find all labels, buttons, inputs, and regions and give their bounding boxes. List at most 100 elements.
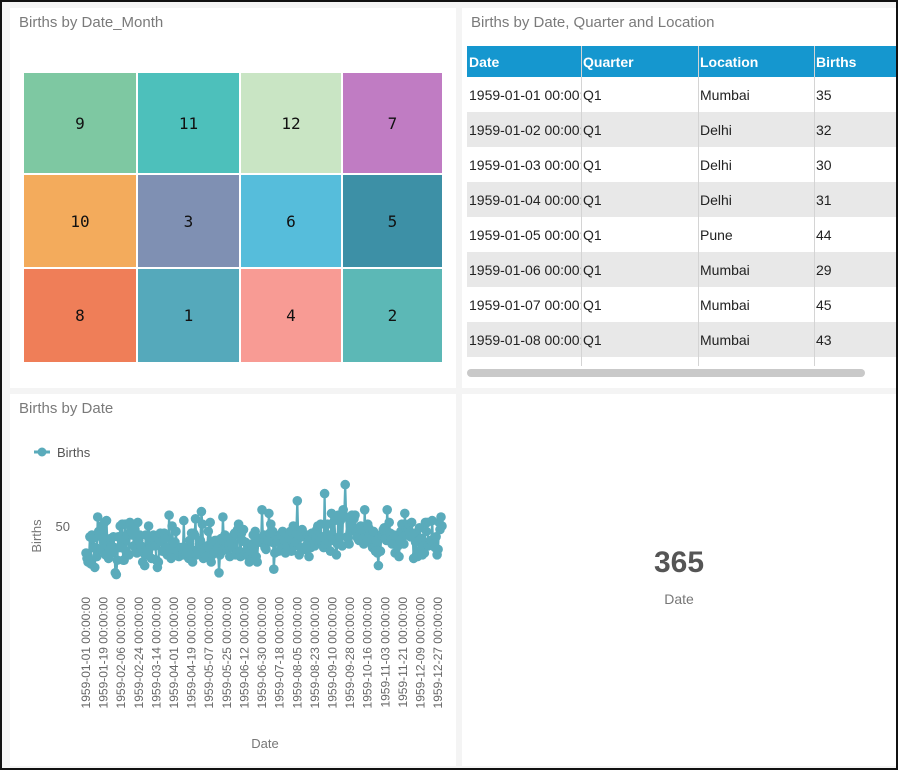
data-point	[331, 550, 342, 560]
cell-location: Mumbai	[700, 86, 750, 103]
treemap-cell[interactable]: 9	[23, 72, 137, 174]
data-point	[187, 557, 198, 567]
cell-quarter: Q1	[583, 331, 602, 348]
data-point	[406, 517, 417, 528]
data-point	[153, 557, 164, 567]
treemap-cell[interactable]: 4	[240, 268, 342, 363]
cell-births: 31	[816, 191, 832, 208]
data-point	[92, 512, 103, 522]
column-header-births[interactable]: Births	[816, 53, 857, 70]
x-tick-label: 1959-10-16 00:00:00	[361, 597, 375, 709]
data-point	[384, 517, 395, 528]
data-point	[203, 526, 214, 537]
treemap-cell[interactable]: 1	[137, 268, 240, 363]
x-tick-label: 1959-08-23 00:00:00	[308, 597, 322, 709]
cell-location: Mumbai	[700, 296, 750, 313]
cell-quarter: Q1	[583, 261, 602, 278]
x-tick-label: 1959-11-03 00:00:00	[378, 597, 392, 708]
data-point	[400, 508, 410, 519]
data-point	[113, 532, 124, 542]
cell-births: 32	[816, 121, 832, 138]
data-point	[101, 515, 112, 526]
treemap-cell[interactable]: 3	[137, 174, 240, 268]
cell-births: 35	[816, 86, 832, 103]
data-point	[315, 519, 326, 529]
y-axis-label: Births	[29, 519, 44, 553]
cell-location: Mumbai	[700, 261, 750, 278]
treemap-cell[interactable]: 2	[342, 268, 443, 363]
legend-swatch-marker	[37, 447, 47, 457]
cell-date: 1959-01-03 00:00:00	[469, 156, 581, 173]
data-point	[133, 517, 143, 528]
cell-quarter: Q1	[583, 191, 602, 208]
x-tick-label: 1959-12-09 00:00:00	[414, 597, 428, 709]
cell-date: 1959-01-01 00:00:00	[469, 86, 581, 103]
cell-location: Delhi	[700, 191, 732, 208]
x-tick-label: 1959-05-07 00:00:00	[202, 597, 216, 709]
cell-date: 1959-01-08 00:00:00	[469, 331, 581, 348]
column-header-location[interactable]: Location	[700, 53, 759, 70]
treemap-cell[interactable]: 10	[23, 174, 137, 268]
kpi-label: Date	[664, 591, 694, 607]
data-point	[399, 539, 409, 549]
treemap-cell[interactable]: 11	[137, 72, 240, 174]
data-point	[288, 521, 299, 531]
treemap-cell[interactable]: 7	[342, 72, 443, 174]
data-point	[206, 557, 216, 567]
data-point	[252, 557, 262, 567]
data-point	[375, 546, 386, 556]
data-point	[190, 514, 201, 524]
treemap-cell[interactable]: 6	[240, 174, 342, 268]
data-point	[171, 526, 181, 537]
legend-label: Births	[57, 445, 91, 460]
data-point	[261, 544, 271, 555]
treemap-cell[interactable]: 5	[342, 174, 443, 268]
x-tick-label: 1959-07-18 00:00:00	[273, 597, 287, 709]
data-point	[160, 533, 170, 544]
data-point	[218, 512, 228, 522]
column-divider	[581, 46, 582, 366]
column-header-quarter[interactable]: Quarter	[583, 53, 634, 70]
cell-births: 45	[816, 296, 832, 313]
data-point	[244, 557, 255, 567]
cell-births: 43	[816, 331, 832, 348]
treemap-cell[interactable]: 12	[240, 72, 342, 174]
data-point	[338, 505, 349, 515]
horizontal-scrollbar[interactable]	[467, 369, 865, 377]
data-point	[139, 560, 150, 571]
x-tick-label: 1959-09-10 00:00:00	[326, 597, 340, 709]
data-point	[373, 560, 384, 571]
data-point	[250, 526, 260, 537]
data-point	[394, 551, 404, 562]
cell-location: Delhi	[700, 156, 732, 173]
x-tick-label: 1959-03-14 00:00:00	[149, 597, 163, 709]
column-header-date[interactable]: Date	[469, 53, 500, 70]
cell-date: 1959-01-02 00:00:00	[469, 121, 581, 138]
data-point	[431, 532, 441, 542]
data-point	[344, 539, 354, 549]
data-point	[266, 519, 276, 529]
cell-quarter: Q1	[583, 86, 602, 103]
data-point	[304, 551, 314, 562]
data-point	[195, 535, 206, 546]
table-title: Births by Date, Quarter and Location	[471, 14, 715, 31]
cell-births: 29	[816, 261, 832, 278]
data-point	[238, 524, 249, 535]
treemap-cell[interactable]: 8	[23, 268, 137, 363]
cell-births: 30	[816, 156, 832, 173]
data-point	[124, 550, 134, 560]
data-point	[359, 505, 370, 515]
line-chart: Births Births 50 1959-01-01 00:00:00 1959-01…	[29, 445, 447, 751]
x-axis-label: Date	[251, 736, 278, 751]
data-point	[436, 512, 446, 522]
x-tick-label: 1959-06-30 00:00:00	[255, 597, 269, 709]
column-divider	[698, 46, 699, 366]
